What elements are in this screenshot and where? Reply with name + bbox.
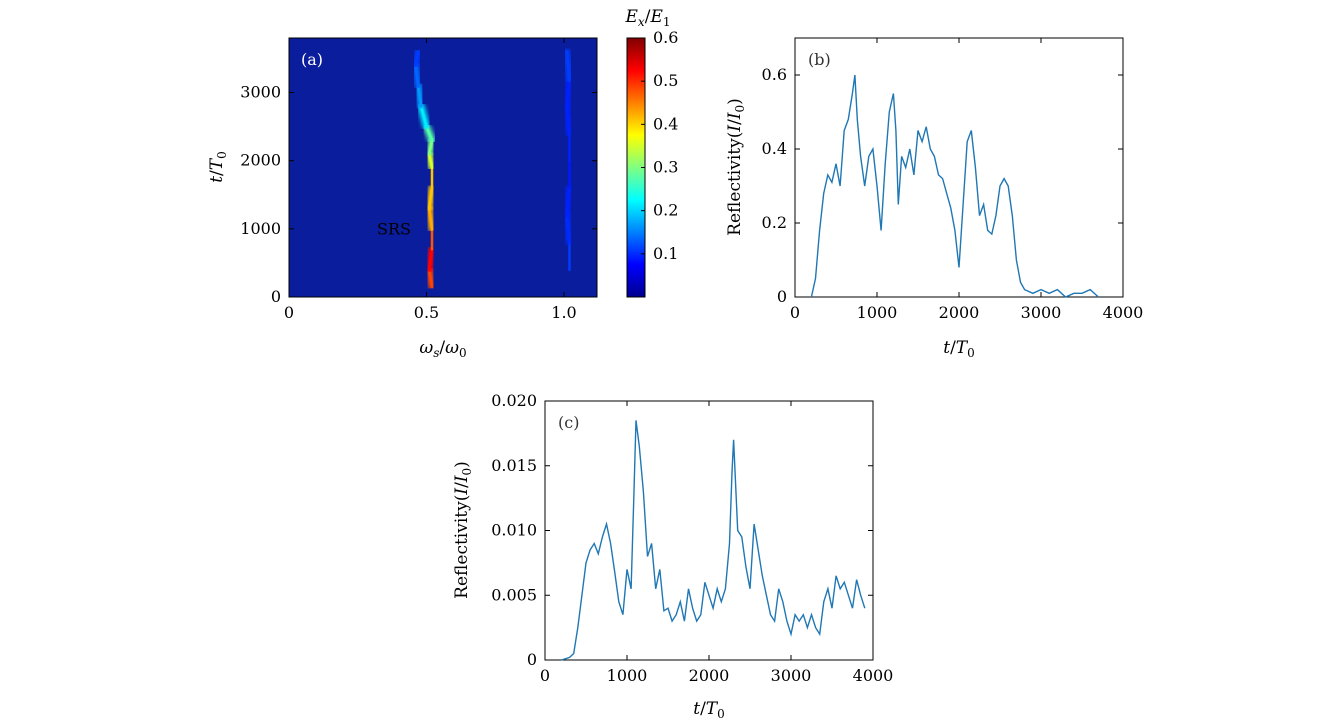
y-ticks-b: 0 0.2 0.4 0.6 xyxy=(762,65,1123,306)
x-ticks-a: 0 0.5 1.0 xyxy=(284,38,577,322)
colorbar-title: Ex/E1 xyxy=(625,7,671,29)
panel-b-xtick-label: 2000 xyxy=(939,303,980,322)
y-axis-label-c: Reflectivity(I/I0) xyxy=(452,461,474,599)
panel-b-xtick-label: 4000 xyxy=(1103,303,1144,322)
y-ticks-a: 0 1000 2000 3000 xyxy=(240,83,597,306)
heatmap-bands xyxy=(412,48,573,291)
band-segment-backscatter xyxy=(565,213,571,244)
panel-c-ytick-label: 0 xyxy=(527,650,537,669)
band-segment-backscatter xyxy=(565,50,571,81)
colorbar-tick-label: 0.1 xyxy=(653,244,678,263)
panel-b-ytick-label: 0.2 xyxy=(762,213,787,232)
panel-b-xtick-label: 0 xyxy=(790,303,800,322)
panel-tag-a: (a) xyxy=(301,50,323,69)
reflectivity-line-b xyxy=(810,74,1099,298)
colorbar-tick-label: 0.2 xyxy=(653,201,678,220)
plot-frame-b xyxy=(794,37,1124,298)
plot-frame-a xyxy=(288,37,598,298)
x-ticks-b: 0 1000 2000 3000 4000 xyxy=(790,38,1143,322)
panel-a-ytick-label: 2000 xyxy=(240,151,281,170)
panel-c-ytick-label: 0.015 xyxy=(491,456,537,475)
colorbar-tick-label: 0.5 xyxy=(653,71,678,90)
colorbar: 0.1 0.2 0.3 0.4 0.5 0.6 Ex/E1 xyxy=(625,7,678,298)
panel-a-xtick-label: 0 xyxy=(284,303,294,322)
panel-c: (c) 0 1000 2000 3000 4000 0 0.005 0.010 0.015 0.… xyxy=(452,391,893,721)
y-axis-label-a: t/T0 xyxy=(207,151,229,183)
panel-a-xtick-label: 1.0 xyxy=(551,303,576,322)
panel-b-xtick-label: 3000 xyxy=(1021,303,1062,322)
y-axis-label-b: Reflectivity(I/I0) xyxy=(725,98,747,236)
panel-a: (a) SRS 0 0.5 1.0 0 1000 2000 3000 ωs/ω0 t/T0 xyxy=(207,37,598,360)
panel-c-xtick-label: 2000 xyxy=(689,666,730,685)
x-ticks-c: 0 1000 2000 3000 4000 xyxy=(540,401,893,685)
panel-c-ytick-label: 0.020 xyxy=(491,391,537,410)
band-segment-backscatter xyxy=(565,186,571,217)
colorbar-ticks: 0.1 0.2 0.3 0.4 0.5 0.6 xyxy=(641,28,678,263)
band-segment-backscatter xyxy=(565,104,571,135)
x-axis-label-a: ωs/ω0 xyxy=(419,338,466,360)
panel-b-ytick-label: 0.6 xyxy=(762,65,787,84)
panel-c-ytick-label: 0.005 xyxy=(491,585,537,604)
x-axis-label-c: t/T0 xyxy=(693,699,725,721)
panel-c-xtick-label: 1000 xyxy=(607,666,648,685)
panel-c-xtick-label: 3000 xyxy=(771,666,812,685)
panel-a-ytick-label: 3000 xyxy=(240,83,281,102)
band-segment-SRS xyxy=(419,104,428,128)
panel-c-xtick-label: 4000 xyxy=(853,666,894,685)
colorbar-tick-label: 0.6 xyxy=(653,28,678,47)
band-segment-backscatter xyxy=(565,77,571,108)
y-ticks-c: 0 0.005 0.010 0.015 0.020 xyxy=(491,391,873,669)
panel-tag-b: (b) xyxy=(808,50,831,69)
panel-a-xtick-label: 0.5 xyxy=(414,303,439,322)
panel-tag-c: (c) xyxy=(558,413,579,432)
panel-b: (b) 0 1000 2000 3000 4000 0 0.2 0.4 0.6 t/T0 Re… xyxy=(725,37,1143,360)
plot-frame-c xyxy=(544,400,874,661)
band-segment-SRS xyxy=(414,50,420,67)
panel-b-ytick-label: 0 xyxy=(777,287,787,306)
heatmap-background xyxy=(289,38,597,297)
srs-annotation: SRS xyxy=(377,219,411,238)
panel-c-ytick-label: 0.010 xyxy=(491,521,537,540)
reflectivity-line-c xyxy=(561,420,866,661)
panel-a-ytick-label: 1000 xyxy=(240,219,281,238)
x-axis-label-b: t/T0 xyxy=(943,338,975,360)
panel-c-xtick-label: 0 xyxy=(540,666,550,685)
panel-b-xtick-label: 1000 xyxy=(857,303,898,322)
colorbar-tick-label: 0.3 xyxy=(653,158,678,177)
panel-a-ytick-label: 0 xyxy=(271,287,281,306)
colorbar-tick-label: 0.4 xyxy=(653,114,678,133)
panel-b-ytick-label: 0.4 xyxy=(762,139,787,158)
